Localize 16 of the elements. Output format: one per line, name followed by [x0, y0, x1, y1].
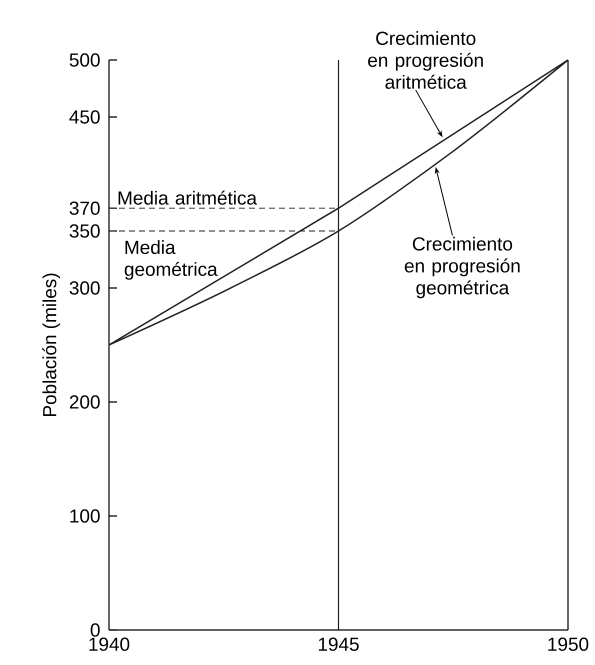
y-tick-label: 200 — [70, 395, 100, 409]
x-tick-label: 1940 — [89, 638, 130, 651]
x-tick-label: 1945 — [318, 638, 359, 651]
series-label: Crecimiento en progresión aritmética — [368, 31, 483, 89]
series-label: Media aritmética — [118, 190, 257, 205]
y-tick-label: 370 — [69, 201, 100, 215]
y-tick-label: 450 — [69, 110, 100, 124]
y-tick-label: 300 — [69, 281, 100, 295]
y-tick-label: 500 — [69, 53, 100, 67]
y-axis-title: Población (miles) — [42, 274, 60, 416]
y-tick-label: 350 — [69, 224, 100, 238]
y-tick-label: 100 — [70, 509, 100, 523]
text: Crecimiento en progresión geométrica — [404, 236, 520, 298]
x-tick-label: 1950 — [548, 638, 588, 651]
y-tick-label: 0 — [90, 623, 100, 637]
series-label: Media geométrica — [124, 240, 218, 280]
